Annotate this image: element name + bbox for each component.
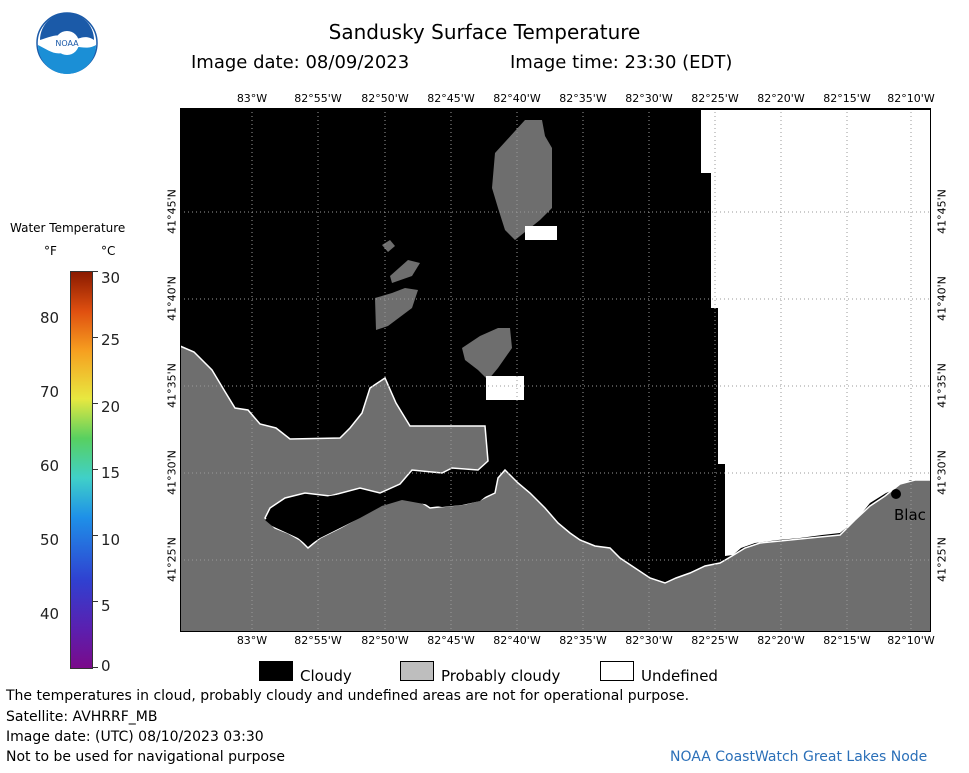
legend-cloudy-label: Cloudy bbox=[300, 667, 352, 685]
undefined-patch-3 bbox=[710, 155, 722, 163]
lat-tick-left: 41°25'N bbox=[165, 537, 179, 582]
scale-c-10: 10 bbox=[101, 531, 121, 549]
blac-city-marker bbox=[891, 489, 901, 499]
undefined-patch-2 bbox=[486, 376, 524, 400]
island-patch-east bbox=[462, 328, 512, 380]
lon-tick-top: 82°20'W bbox=[757, 92, 805, 105]
scale-tick-mark bbox=[92, 667, 98, 668]
legend-probably-cloudy-label: Probably cloudy bbox=[441, 667, 561, 685]
lon-tick-top: 82°35'W bbox=[559, 92, 607, 105]
label-sandusky: Sandusky bbox=[625, 526, 702, 545]
scale-f-40: 40 bbox=[40, 605, 60, 623]
lon-tick-top: 82°15'W bbox=[823, 92, 871, 105]
legend-undefined-swatch bbox=[600, 661, 634, 681]
image-date: Image date: 08/09/2023 bbox=[191, 52, 410, 73]
scale-c-20: 20 bbox=[101, 398, 121, 416]
undefined-patch-1 bbox=[525, 226, 557, 240]
lat-tick-left: 41°35'N bbox=[165, 363, 179, 408]
lon-tick-bottom: 82°45'W bbox=[427, 634, 475, 647]
lon-tick-top: 82°10'W bbox=[887, 92, 935, 105]
lon-tick-top: 82°25'W bbox=[691, 92, 739, 105]
footer-credit: NOAA CoastWatch Great Lakes Node bbox=[670, 749, 928, 765]
scale-c-5: 5 bbox=[101, 597, 111, 615]
lon-tick-top: 82°50'W bbox=[361, 92, 409, 105]
scale-c-0: 0 bbox=[101, 657, 111, 675]
undefined-region-east bbox=[701, 110, 931, 556]
scale-f-50: 50 bbox=[40, 531, 60, 549]
lon-tick-bottom: 82°55'W bbox=[294, 634, 342, 647]
lon-tick-bottom: 82°40'W bbox=[493, 634, 541, 647]
map-title: Sandusky Surface Temperature bbox=[328, 20, 641, 44]
legend-probably-cloudy-swatch bbox=[400, 661, 434, 681]
lon-tick-bottom: 83°W bbox=[236, 634, 268, 647]
footer-satellite: Satellite: AVHRRF_MB bbox=[6, 709, 158, 725]
scale-c-15: 15 bbox=[101, 464, 121, 482]
footer-nav-warning: Not to be used for navigational purpose bbox=[6, 749, 285, 765]
scale-c-30: 30 bbox=[101, 269, 121, 287]
noaa-logo: NOAA bbox=[36, 12, 98, 74]
temperature-color-bar bbox=[70, 271, 93, 669]
lat-tick-right: 41°25'N bbox=[935, 537, 949, 582]
scale-tick-mark bbox=[92, 403, 98, 404]
lon-tick-top: 82°40'W bbox=[493, 92, 541, 105]
lon-tick-bottom: 82°20'W bbox=[757, 634, 805, 647]
color-scale-title: Water Temperature bbox=[10, 221, 126, 235]
footer-disclaimer: The temperatures in cloud, probably clou… bbox=[6, 688, 690, 704]
lon-tick-bottom: 82°25'W bbox=[691, 634, 739, 647]
footer-utc-date: Image date: (UTC) 08/10/2023 03:30 bbox=[6, 729, 264, 745]
lon-tick-top: 82°45'W bbox=[427, 92, 475, 105]
noaa-logo-text: NOAA bbox=[55, 39, 79, 48]
scale-tick-mark bbox=[92, 469, 98, 470]
map-area: Sandusky Blac bbox=[180, 108, 931, 632]
map-frame bbox=[180, 108, 931, 632]
scale-c-25: 25 bbox=[101, 331, 121, 349]
lon-tick-bottom: 82°35'W bbox=[559, 634, 607, 647]
scale-f-70: 70 bbox=[40, 383, 60, 401]
unit-celsius: °C bbox=[101, 244, 116, 258]
scale-tick-mark bbox=[92, 601, 98, 602]
island-kelleys bbox=[492, 120, 552, 240]
lat-tick-right: 41°35'N bbox=[935, 363, 949, 408]
lon-tick-top: 82°55'W bbox=[294, 92, 342, 105]
undefined-patch-4 bbox=[718, 456, 730, 464]
scale-tick-mark bbox=[92, 271, 98, 272]
scale-tick-mark bbox=[92, 337, 98, 338]
island-patch-mid bbox=[375, 288, 418, 330]
lon-tick-top: 82°30'W bbox=[625, 92, 673, 105]
lon-tick-bottom: 82°10'W bbox=[887, 634, 935, 647]
graticule bbox=[180, 108, 931, 632]
lon-tick-top: 83°W bbox=[236, 92, 268, 105]
lat-tick-left: 41°30'N bbox=[165, 450, 179, 495]
island-patch-small bbox=[382, 240, 395, 252]
lat-tick-left: 41°45'N bbox=[165, 189, 179, 234]
legend-cloudy-swatch bbox=[259, 661, 293, 681]
lat-tick-left: 41°40'N bbox=[165, 276, 179, 321]
scale-f-80: 80 bbox=[40, 309, 60, 327]
lon-tick-bottom: 82°50'W bbox=[361, 634, 409, 647]
unit-fahrenheit: °F bbox=[44, 244, 57, 258]
scale-f-60: 60 bbox=[40, 457, 60, 475]
lat-tick-right: 41°40'N bbox=[935, 276, 949, 321]
scale-tick-mark bbox=[92, 535, 98, 536]
image-time: Image time: 23:30 (EDT) bbox=[510, 52, 733, 73]
island-patch-west bbox=[390, 260, 420, 283]
label-blac: Blac bbox=[894, 506, 926, 524]
legend-undefined-label: Undefined bbox=[641, 667, 718, 685]
lat-tick-right: 41°30'N bbox=[935, 450, 949, 495]
sandusky-bay bbox=[265, 476, 490, 546]
lon-tick-bottom: 82°30'W bbox=[625, 634, 673, 647]
lon-tick-bottom: 82°15'W bbox=[823, 634, 871, 647]
lat-tick-right: 41°45'N bbox=[935, 189, 949, 234]
